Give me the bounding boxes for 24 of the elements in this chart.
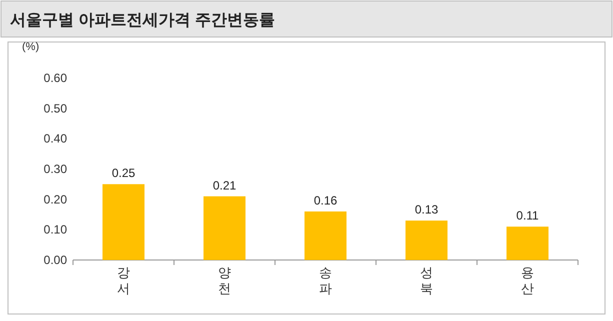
x-tick-label: 성북 [420, 265, 433, 296]
data-label: 0.21 [212, 178, 236, 192]
data-label: 0.11 [516, 208, 540, 223]
x-tick-label: 양천 [218, 265, 231, 296]
y-tick-label: 0.40 [44, 132, 68, 146]
bar [102, 184, 144, 260]
x-tick-label: 강서 [117, 265, 130, 296]
bar [304, 211, 346, 260]
y-tick-label: 0.10 [44, 222, 68, 237]
y-tick-label: 0.30 [44, 162, 68, 176]
chart-title: 서울구별 아파트전세가격 주간변동률 [10, 12, 275, 29]
y-tick-label: 0.20 [44, 192, 68, 206]
y-tick-label: 0.00 [44, 253, 68, 267]
bar [406, 220, 448, 260]
y-tick-label: 0.60 [44, 71, 68, 85]
y-axis-title: (%) [22, 41, 40, 53]
x-tick-label: 송파 [319, 265, 332, 296]
data-label: 0.13 [414, 202, 438, 217]
data-label: 0.25 [112, 166, 136, 180]
bar [506, 226, 548, 260]
bar [204, 196, 246, 260]
data-label: 0.16 [314, 193, 338, 208]
x-tick-label: 용산 [521, 265, 534, 296]
y-tick-label: 0.50 [44, 101, 68, 116]
